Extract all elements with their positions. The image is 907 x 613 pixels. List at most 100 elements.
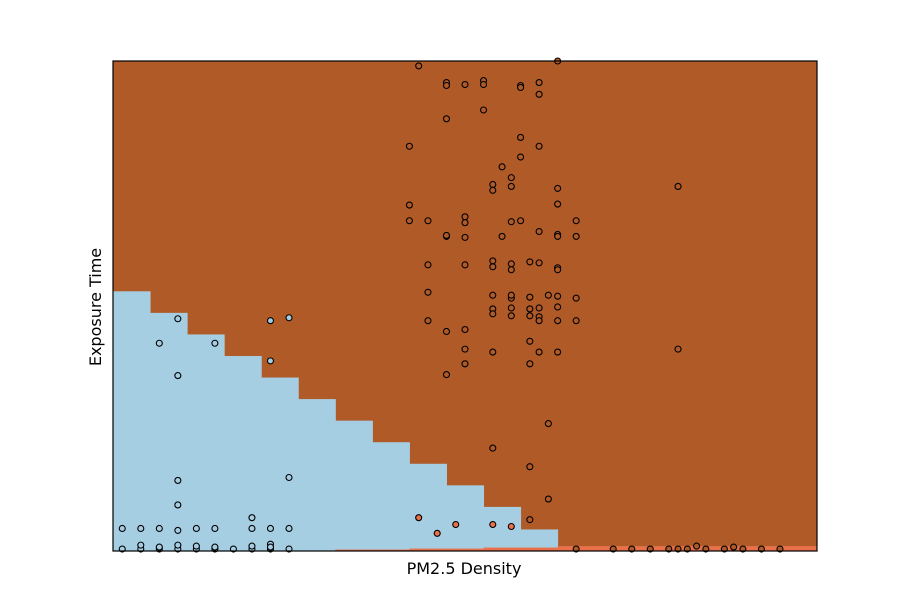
data-point [405, 201, 413, 209]
data-point [489, 263, 497, 271]
data-point [517, 217, 525, 225]
decision-region-band-step [409, 548, 485, 551]
data-point [248, 524, 256, 533]
data-point [489, 291, 497, 299]
data-point [155, 543, 163, 551]
y-axis-label: Exposure Time [86, 248, 105, 366]
data-point [526, 305, 534, 313]
data-point [174, 526, 182, 534]
data-point [554, 200, 562, 208]
data-point [424, 217, 432, 225]
data-point [554, 266, 562, 274]
decision-region-low-step [483, 506, 522, 551]
data-point [211, 339, 219, 347]
data-point [118, 524, 126, 533]
data-point [424, 317, 432, 325]
data-point [526, 516, 534, 524]
plot-frame [112, 60, 818, 552]
data-point [507, 304, 515, 312]
data-point [285, 524, 293, 533]
data-point [405, 142, 413, 150]
decision-region-low-step [372, 442, 410, 551]
data-point [285, 314, 293, 322]
data-point [507, 291, 515, 299]
data-point [424, 261, 432, 269]
data-point [424, 288, 432, 296]
data-point [479, 106, 488, 114]
decision-region-low-step [409, 463, 447, 551]
decision-region-low-step [520, 529, 559, 551]
data-point [535, 304, 543, 312]
data-point [405, 217, 413, 225]
data-point [442, 371, 451, 379]
data-point [730, 543, 738, 551]
data-point [526, 312, 534, 320]
data-point [461, 360, 469, 368]
data-point [489, 310, 497, 318]
data-point [674, 182, 682, 190]
data-point [433, 529, 441, 537]
decision-region-band-step [335, 549, 410, 551]
data-point [535, 79, 543, 87]
data-point [248, 514, 256, 522]
data-point [554, 232, 562, 240]
data-points [118, 57, 784, 553]
data-point [554, 317, 562, 325]
data-point [554, 184, 562, 192]
data-point [535, 227, 543, 236]
data-point [461, 219, 469, 227]
data-point [544, 291, 552, 299]
data-point [526, 293, 534, 301]
data-point [461, 213, 469, 221]
data-point [535, 348, 543, 356]
data-point [517, 83, 525, 92]
data-point [442, 327, 451, 336]
data-point [507, 312, 515, 320]
data-point [507, 260, 515, 268]
data-point [507, 182, 515, 190]
data-point [248, 542, 256, 550]
data-point [211, 543, 219, 551]
x-axis-label: PM2.5 Density [407, 559, 522, 578]
data-point [461, 80, 469, 89]
data-point [137, 524, 145, 533]
data-point [415, 62, 423, 70]
data-point [554, 348, 562, 356]
data-point [415, 514, 423, 522]
data-point [544, 495, 552, 503]
data-point [479, 80, 488, 89]
data-point [461, 325, 469, 334]
data-point [498, 163, 506, 171]
data-point [461, 345, 469, 353]
decision-region-low-step [446, 485, 485, 551]
plot-area [112, 57, 818, 553]
data-point [572, 217, 580, 225]
decision-region-low-step [335, 420, 373, 551]
data-point [507, 218, 515, 226]
data-point [192, 524, 200, 533]
data-point [535, 317, 543, 325]
data-point [174, 501, 182, 509]
data-point [442, 231, 451, 239]
data-point [507, 174, 515, 182]
data-point [535, 142, 543, 150]
data-point [266, 524, 275, 533]
data-point [517, 133, 525, 141]
data-point [498, 232, 506, 240]
data-point [192, 542, 200, 550]
data-point [489, 186, 497, 194]
data-point [442, 81, 451, 90]
data-point [517, 153, 525, 161]
data-point [544, 420, 552, 428]
data-point [572, 294, 580, 302]
data-point [489, 180, 497, 189]
data-point [174, 476, 182, 484]
data-point [489, 257, 497, 265]
data-point [137, 541, 145, 549]
decision-region-low-step [150, 312, 188, 551]
data-point [266, 317, 275, 325]
decision-region-band-step [483, 547, 559, 551]
data-point [507, 266, 515, 274]
data-point [554, 303, 562, 311]
